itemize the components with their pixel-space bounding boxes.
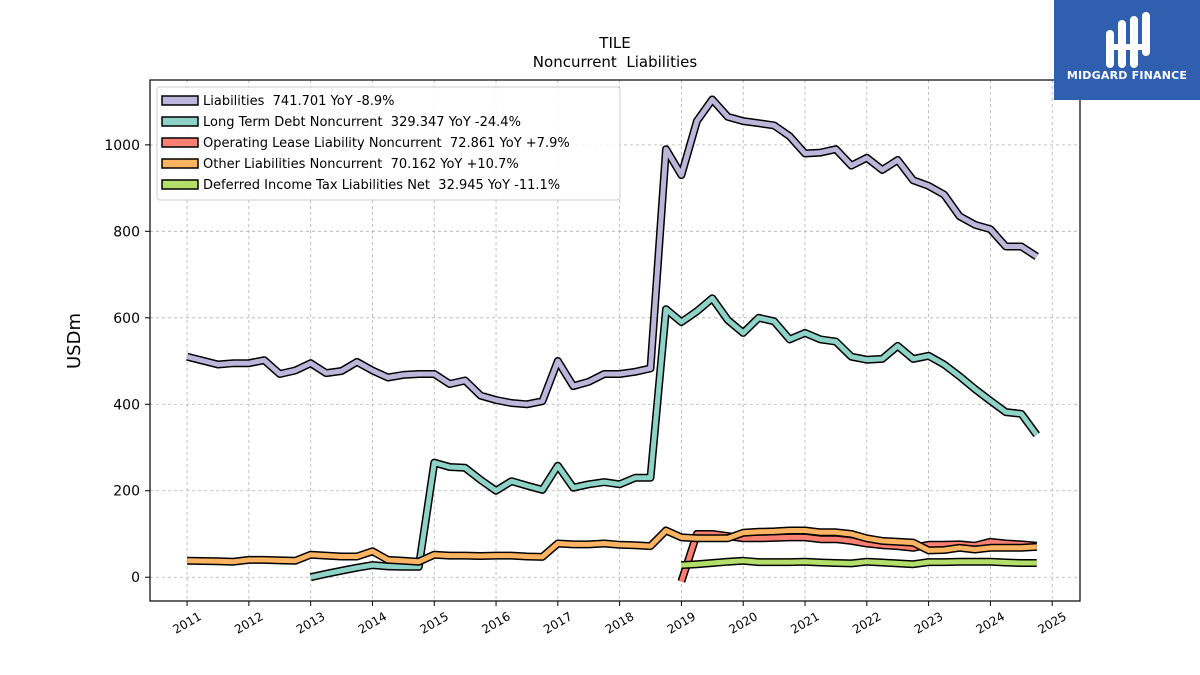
series-group — [186, 95, 1040, 583]
series-line — [187, 528, 1037, 565]
series-long-term-debt-noncurrent — [309, 294, 1040, 582]
legend-label: Long Term Debt Noncurrent 329.347 YoY -2… — [203, 115, 521, 130]
logo-mark-icon — [1106, 12, 1150, 68]
series-other-liabilities-noncurrent — [187, 526, 1037, 566]
series-line — [186, 97, 1039, 407]
legend-item: Operating Lease Liability Noncurrent 72.… — [161, 136, 570, 151]
y-tick-label: 200 — [113, 484, 140, 500]
x-tick-label: 2011 — [170, 609, 203, 636]
y-tick-label: 0 — [131, 570, 140, 586]
y-tick-label: 400 — [113, 397, 140, 413]
midgard-finance-logo: MIDGARD FINANCE — [1054, 0, 1200, 100]
legend-swatch — [161, 179, 199, 190]
legend-item: Liabilities 741.701 YoY -8.9% — [161, 94, 395, 109]
chart-title: TILE — [598, 34, 630, 52]
legend-swatch — [161, 116, 199, 127]
legend-item: Long Term Debt Noncurrent 329.347 YoY -2… — [161, 115, 521, 130]
legend-item: Other Liabilities Noncurrent 70.162 YoY … — [161, 157, 519, 172]
y-axis: 0 200 400 600 800 1000 — [104, 138, 150, 586]
x-tick-label: 2015 — [418, 609, 451, 636]
series-liabilities — [186, 95, 1039, 409]
x-axis: 2011 2012 2013 2014 2015 2016 2017 2018 2019 2020… — [170, 601, 1069, 637]
x-tick-label: 2018 — [603, 609, 636, 636]
series-operating-lease-liability-noncurrent — [677, 530, 1038, 583]
y-tick-label: 600 — [113, 311, 140, 327]
x-tick-label: 2021 — [788, 609, 821, 636]
legend-swatch — [161, 137, 199, 148]
x-tick-label: 2016 — [479, 609, 512, 636]
x-tick-label: 2014 — [356, 609, 389, 636]
logo-text: MIDGARD FINANCE — [1066, 69, 1188, 82]
x-tick-label: 2017 — [541, 609, 574, 636]
x-tick-label: 2023 — [912, 609, 945, 636]
legend-box — [156, 86, 621, 201]
chart-subtitle: Noncurrent Liabilities — [533, 53, 698, 71]
legend-swatch — [161, 158, 199, 169]
y-tick-label: 800 — [113, 224, 140, 240]
legend-swatch — [161, 95, 199, 106]
x-tick-label: 2012 — [232, 609, 265, 636]
x-tick-label: 2025 — [1035, 609, 1068, 636]
y-tick-label: 1000 — [104, 138, 140, 154]
legend-label: Other Liabilities Noncurrent 70.162 YoY … — [203, 157, 519, 172]
legend-label: Deferred Income Tax Liabilities Net 32.9… — [203, 178, 560, 193]
series-line — [679, 531, 1037, 583]
legend-label: Liabilities 741.701 YoY -8.9% — [203, 94, 395, 109]
x-tick-label: 2020 — [726, 609, 759, 636]
x-tick-label: 2019 — [665, 609, 698, 636]
x-tick-label: 2013 — [294, 609, 327, 636]
legend-label: Operating Lease Liability Noncurrent 72.… — [203, 136, 570, 151]
x-tick-label: 2024 — [974, 609, 1007, 636]
plot-frame — [149, 79, 1081, 602]
series-line — [310, 295, 1039, 580]
y-axis-label: USDm — [64, 313, 85, 369]
legend-item: Deferred Income Tax Liabilities Net 32.9… — [161, 178, 560, 193]
legend: Liabilities 741.701 YoY -8.9% Long Term D… — [156, 86, 621, 201]
x-tick-label: 2022 — [850, 609, 883, 636]
series-deferred-income-tax-liabilities-net — [681, 556, 1037, 570]
series-line — [681, 558, 1037, 568]
